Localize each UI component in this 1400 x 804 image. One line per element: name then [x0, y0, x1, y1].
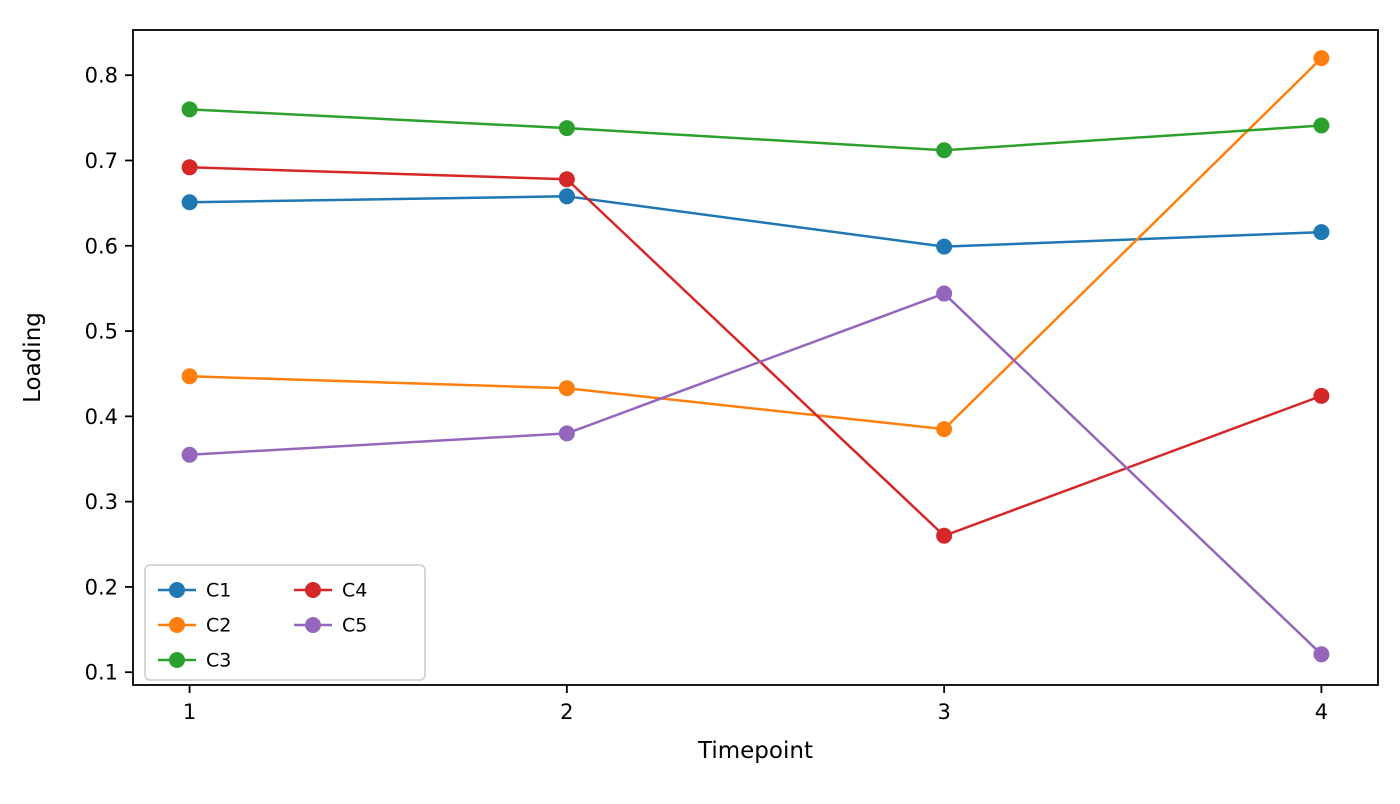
y-tick-label: 0.3 [85, 490, 118, 514]
series-C2-marker [181, 368, 198, 385]
series-C5 [181, 285, 1330, 663]
y-tick-label: 0.4 [85, 405, 118, 429]
legend-entry-C1: C1 [158, 580, 231, 602]
series-C1-marker [181, 194, 198, 211]
y-tick-label: 0.6 [85, 234, 118, 258]
series-C2-marker [558, 380, 575, 397]
legend-marker-sample [169, 582, 185, 598]
series-C4-marker [181, 159, 198, 176]
legend-label: C2 [206, 615, 231, 637]
series-C5-marker [181, 446, 198, 463]
legend-marker-sample [169, 652, 185, 668]
series-C2-marker [1313, 50, 1330, 67]
series-C2 [181, 50, 1330, 438]
legend-entry-C3: C3 [158, 650, 231, 672]
series-C2-marker [936, 421, 953, 438]
series-C3-marker [558, 120, 575, 137]
series-C4 [181, 159, 1330, 544]
series-C1-marker [1313, 224, 1330, 241]
series-C3 [181, 101, 1330, 159]
x-tick-label: 1 [183, 700, 196, 724]
legend-entry-C2: C2 [158, 615, 231, 637]
legend-entry-C5: C5 [294, 615, 367, 637]
legend-entry-C4: C4 [294, 580, 367, 602]
series-C5-marker [936, 285, 953, 302]
series-C1 [181, 188, 1330, 255]
y-tick-label: 0.7 [85, 149, 118, 173]
series-C1-marker [558, 188, 575, 205]
series-C2-line [189, 57, 1323, 431]
series-C4-marker [558, 171, 575, 188]
legend-label: C4 [342, 580, 367, 602]
legend-marker-sample [305, 617, 321, 633]
series-C4-marker [936, 527, 953, 544]
series-C5-marker [558, 425, 575, 442]
series-C5-line [189, 292, 1323, 656]
legend: C1 C2 C3 C4 C5 [144, 564, 426, 681]
x-tick-label: 3 [937, 700, 950, 724]
y-axis-label: Loading [20, 312, 46, 403]
series-C5-marker [1313, 646, 1330, 663]
series-C1-marker [936, 238, 953, 255]
y-tick-label: 0.1 [85, 661, 118, 685]
legend-marker-sample [305, 582, 321, 598]
legend-label: C3 [206, 650, 231, 672]
series-C1-line [189, 195, 1322, 248]
axes-frame [132, 29, 1379, 686]
y-tick-label: 0.8 [85, 64, 118, 88]
series-C3-marker [1313, 117, 1330, 134]
y-tick-label: 0.5 [85, 320, 118, 344]
x-tick-label: 2 [560, 700, 573, 724]
series-C3-line [189, 108, 1322, 152]
legend-marker-sample [169, 617, 185, 633]
series-C3-marker [936, 142, 953, 159]
legend-label: C1 [206, 580, 231, 602]
legend-label: C5 [342, 615, 367, 637]
legend-box [144, 564, 426, 681]
x-tick-label: 4 [1315, 700, 1328, 724]
series-C4-line [189, 166, 1322, 537]
x-axis-label: Timepoint [697, 738, 813, 764]
y-tick-label: 0.2 [85, 575, 118, 599]
series-C4-marker [1313, 387, 1330, 404]
series-C3-marker [181, 101, 198, 118]
